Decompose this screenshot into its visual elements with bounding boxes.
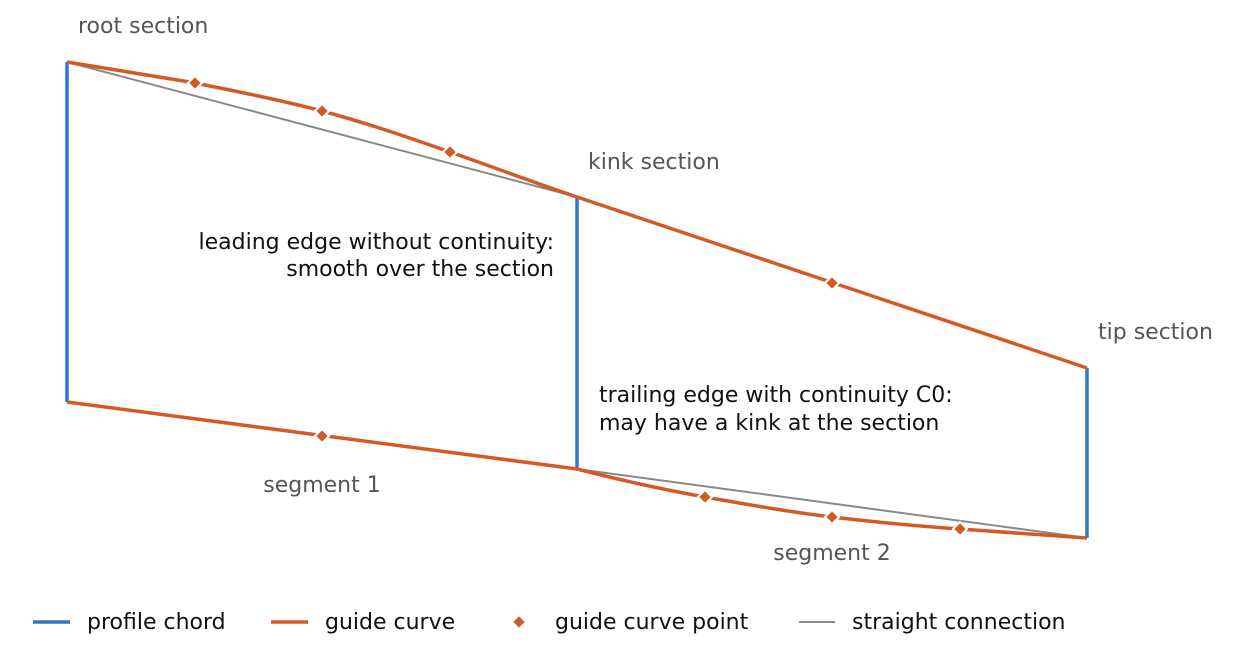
straight-connection — [66, 61, 578, 198]
annotation: may have a kink at the section — [599, 411, 939, 436]
annotation: leading edge without continuity: — [199, 230, 555, 255]
segment-label: segment 2 — [773, 541, 891, 566]
section-label: root section — [78, 14, 208, 39]
straight-connection — [576, 468, 1088, 539]
annotation: trailing edge with continuity C0: — [599, 383, 953, 408]
section-label: tip section — [1098, 320, 1213, 345]
legend: profile chord guide curve guide curve po… — [33, 610, 1065, 635]
legend-label: guide curve — [325, 610, 455, 635]
annotation: smooth over the section — [286, 257, 554, 282]
legend-swatch — [510, 613, 528, 631]
legend-label: profile chord — [87, 610, 226, 635]
section-label: kink section — [588, 150, 720, 175]
legend-label: straight connection — [852, 610, 1065, 635]
segment-label: segment 1 — [263, 473, 381, 498]
legend-label: guide curve point — [555, 610, 749, 635]
